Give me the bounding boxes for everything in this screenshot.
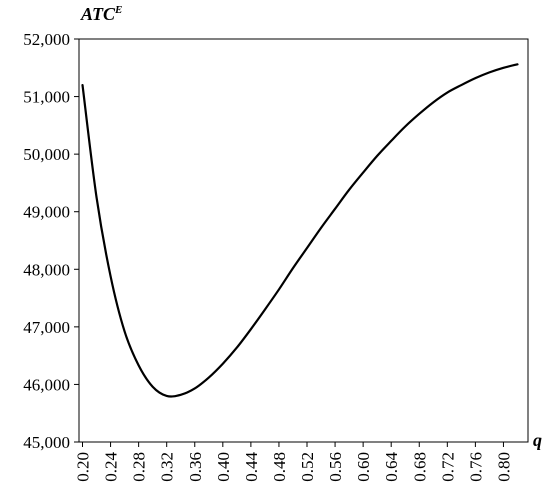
x-tick-label: 0.72 xyxy=(438,452,457,482)
x-tick-label: 0.56 xyxy=(326,452,345,482)
y-tick-label: 45,000 xyxy=(23,433,70,452)
y-axis-title-main: ATC xyxy=(80,4,116,24)
x-tick-label: 0.28 xyxy=(130,452,149,482)
y-axis-title-superscript: E xyxy=(114,4,122,16)
x-tick-label: 0.80 xyxy=(494,452,513,482)
x-tick-label: 0.24 xyxy=(102,452,121,482)
y-axis-title: ATCE xyxy=(80,4,122,24)
x-tick-label: 0.48 xyxy=(270,452,289,482)
y-tick-label: 47,000 xyxy=(23,318,70,337)
x-axis-title: q xyxy=(533,430,542,450)
x-tick-label: 0.36 xyxy=(186,452,205,482)
x-tick-label: 0.60 xyxy=(354,452,373,482)
x-tick-label: 0.64 xyxy=(382,452,401,482)
y-tick-label: 50,000 xyxy=(23,145,70,164)
x-tick-label: 0.40 xyxy=(214,452,233,482)
x-tick-label: 0.44 xyxy=(242,452,261,482)
series-line xyxy=(81,63,519,398)
x-tick-label: 0.20 xyxy=(74,452,93,482)
y-tick-label: 48,000 xyxy=(23,260,70,279)
y-tick-label: 49,000 xyxy=(23,203,70,222)
x-axis-ticks: 0.20 0.24 0.28 0.32 0.36 0.40 0.44 0.48 0.52 0.56… xyxy=(74,442,513,482)
y-tick-label: 51,000 xyxy=(23,88,70,107)
x-tick-label: 0.76 xyxy=(466,452,485,482)
x-tick-label: 0.52 xyxy=(298,452,317,482)
y-tick-label: 46,000 xyxy=(23,375,70,394)
x-tick-label: 0.32 xyxy=(158,452,177,482)
y-tick-label: 52,000 xyxy=(23,30,70,49)
plot-frame xyxy=(78,38,529,443)
y-axis-ticks: 45,000 46,000 47,000 48,000 49,000 50,000 51,0… xyxy=(23,30,79,452)
x-tick-label: 0.68 xyxy=(410,452,429,482)
